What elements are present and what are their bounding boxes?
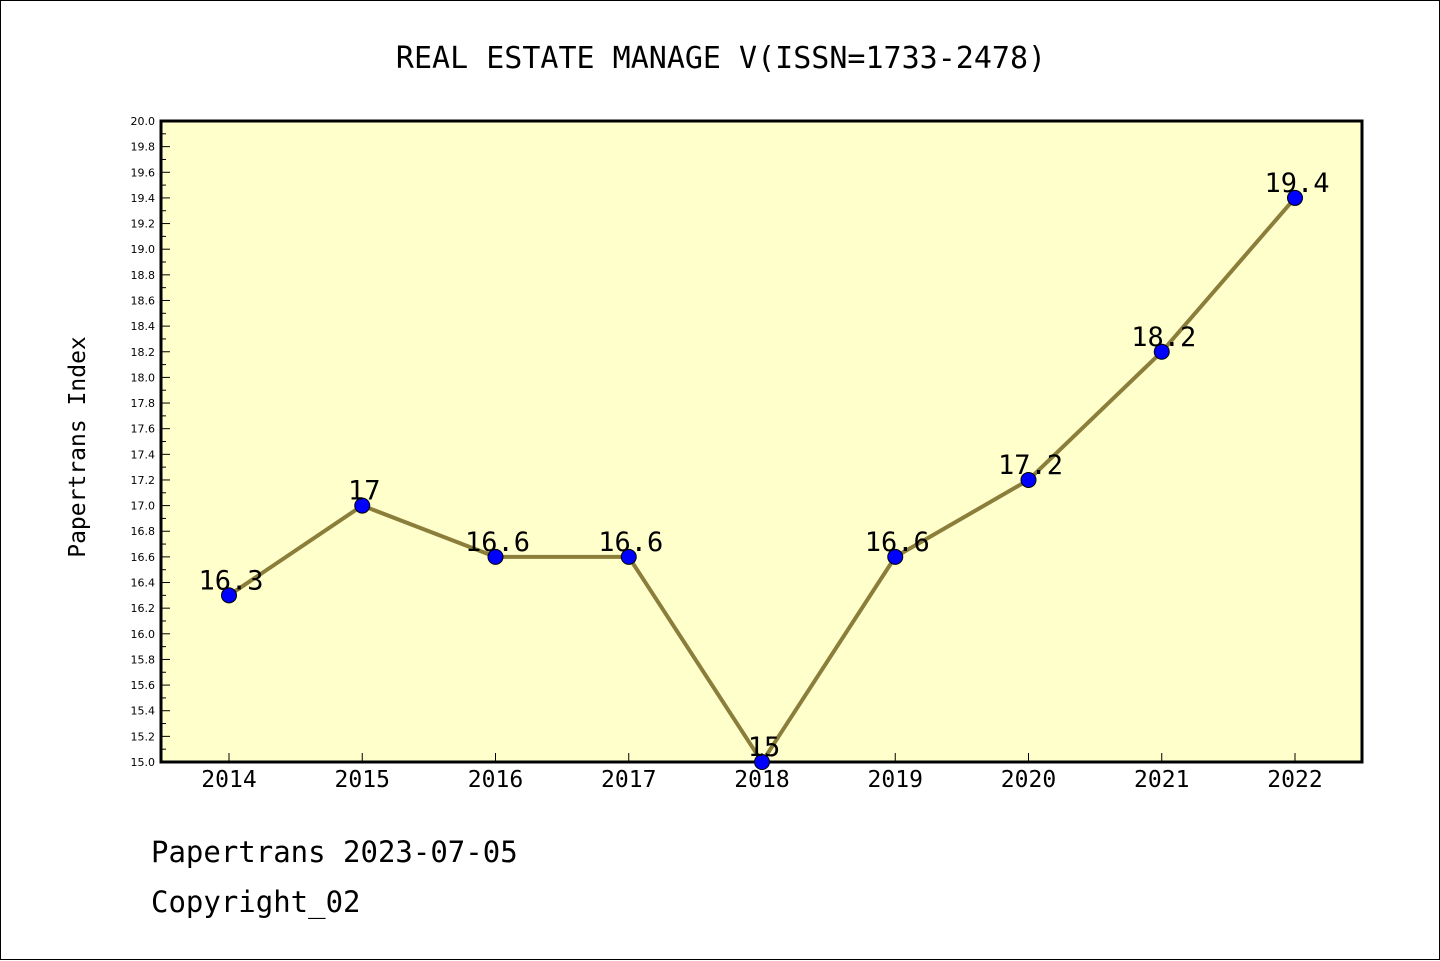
x-tick-label: 2019 bbox=[868, 767, 923, 793]
x-tick-label: 2020 bbox=[1001, 767, 1056, 793]
x-tick-label: 2018 bbox=[734, 767, 789, 793]
data-point bbox=[221, 587, 237, 604]
y-tick-label: 16.6 bbox=[131, 551, 156, 564]
x-tick-label: 2014 bbox=[201, 767, 256, 793]
data-labels: 16.3 17 16.6 16.6 15 16.6 17.2 18.2 19.4 bbox=[198, 168, 1329, 763]
footer-copyright: Copyright_02 bbox=[151, 885, 361, 919]
y-tick-label: 17.0 bbox=[131, 500, 156, 513]
y-tick-label: 18.0 bbox=[131, 371, 156, 384]
y-tick-label: 18.8 bbox=[131, 269, 156, 282]
y-tick-label: 19.2 bbox=[131, 218, 156, 231]
x-tick-label: 2017 bbox=[601, 767, 656, 793]
y-tick-label: 15.4 bbox=[131, 705, 156, 718]
data-label: 16.6 bbox=[598, 527, 663, 558]
data-point bbox=[487, 548, 504, 565]
data-label: 18.2 bbox=[1131, 322, 1196, 353]
data-label: 17.2 bbox=[998, 450, 1063, 481]
data-series bbox=[221, 189, 1303, 770]
plot-area bbox=[159, 119, 1364, 764]
y-tick-label: 17.4 bbox=[131, 448, 156, 461]
y-tick-label: 16.4 bbox=[131, 577, 156, 590]
data-point bbox=[1020, 471, 1037, 488]
data-label: 19.4 bbox=[1264, 168, 1329, 199]
data-point bbox=[620, 548, 637, 565]
x-tick-label: 2016 bbox=[468, 767, 523, 793]
data-label: 16.6 bbox=[465, 527, 530, 558]
data-point bbox=[754, 754, 770, 770]
y-axis-label: Papertrans Index bbox=[65, 336, 91, 558]
data-point bbox=[354, 497, 371, 514]
y-tick-label: 17.6 bbox=[131, 423, 156, 436]
data-label: 17 bbox=[348, 476, 381, 507]
y-tick-label: 17.2 bbox=[131, 474, 156, 487]
y-tick-label: 15.6 bbox=[131, 679, 156, 692]
y-tick-label: 19.8 bbox=[131, 141, 156, 154]
x-tick-label: 2022 bbox=[1267, 767, 1322, 793]
data-label: 15 bbox=[748, 732, 781, 763]
y-tick-label: 18.4 bbox=[131, 320, 156, 333]
y-tick-label: 19.0 bbox=[131, 243, 156, 256]
y-tick-label: 17.8 bbox=[131, 397, 156, 410]
y-axis: 15.0 15.2 15.4 15.6 15.8 16.0 16.2 16.4 16.6 16.8… bbox=[131, 115, 170, 769]
x-axis: 2014 2015 2016 2017 2018 2019 2020 2021 2022 bbox=[201, 753, 1323, 793]
data-point bbox=[887, 548, 904, 565]
y-tick-label: 15.2 bbox=[131, 730, 156, 743]
y-tick-label: 18.6 bbox=[131, 294, 156, 307]
x-tick-label: 2021 bbox=[1134, 767, 1189, 793]
chart-title: REAL ESTATE MANAGE V(ISSN=1733-2478) bbox=[396, 41, 1046, 76]
data-label: 16.6 bbox=[865, 527, 930, 558]
data-point bbox=[1287, 189, 1303, 206]
y-tick-label: 19.6 bbox=[131, 166, 156, 179]
y-tick-label: 20.0 bbox=[131, 115, 156, 128]
x-tick-label: 2015 bbox=[335, 767, 390, 793]
y-tick-label: 19.4 bbox=[131, 192, 156, 205]
footer-date: Papertrans 2023-07-05 bbox=[151, 835, 518, 869]
y-tick-label: 18.2 bbox=[131, 346, 156, 359]
y-tick-label: 16.2 bbox=[131, 602, 156, 615]
data-label: 16.3 bbox=[198, 565, 263, 596]
y-tick-label: 16.0 bbox=[131, 628, 156, 641]
data-point bbox=[1153, 343, 1170, 360]
y-tick-label: 16.8 bbox=[131, 525, 156, 538]
y-tick-label: 15.8 bbox=[131, 653, 156, 666]
y-tick-label: 15.0 bbox=[131, 756, 156, 769]
